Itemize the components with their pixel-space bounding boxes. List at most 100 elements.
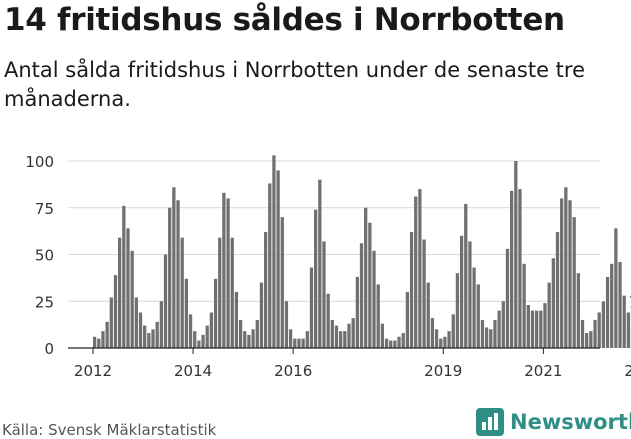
bar	[610, 263, 614, 348]
bar	[188, 314, 193, 348]
chart-title: 14 fritidshus såldes i Norrbotten	[4, 2, 565, 38]
bar	[347, 323, 351, 348]
bar	[276, 170, 280, 348]
bar	[201, 334, 205, 348]
brand-logo[interactable]: Newsworthy	[476, 408, 631, 436]
bar	[455, 273, 460, 348]
bar	[468, 241, 472, 348]
bar	[284, 301, 289, 348]
bar	[484, 327, 489, 348]
bar	[426, 282, 430, 348]
bar	[414, 196, 418, 348]
x-tick-label: 2019	[424, 362, 462, 380]
bar	[126, 228, 130, 348]
bar	[247, 334, 251, 348]
bar	[222, 192, 226, 348]
bar	[272, 155, 276, 348]
bar	[268, 183, 272, 348]
bar	[255, 319, 259, 348]
bar	[234, 291, 239, 348]
bar	[451, 314, 455, 348]
bar	[259, 282, 264, 348]
bar	[605, 276, 610, 348]
bar	[193, 331, 197, 348]
bar	[226, 198, 230, 348]
chart-subtitle: Antal sålda fritidshus i Norrbotten unde…	[4, 58, 585, 111]
bar	[334, 325, 339, 348]
bar	[134, 297, 138, 348]
bar	[364, 207, 368, 348]
bar	[601, 301, 606, 348]
bar	[230, 237, 234, 348]
bar	[159, 301, 163, 348]
bar	[572, 217, 576, 348]
bar	[480, 319, 485, 348]
bar	[355, 276, 359, 348]
bar	[384, 338, 389, 348]
bar	[510, 190, 514, 348]
y-tick-label: 0	[44, 340, 54, 358]
bar	[343, 331, 347, 348]
bar	[614, 228, 618, 348]
bar	[251, 329, 255, 348]
bar	[359, 243, 364, 348]
bar	[147, 333, 151, 348]
bar	[522, 263, 526, 348]
bar	[209, 312, 214, 348]
bar	[543, 303, 547, 348]
bar	[118, 237, 122, 348]
bar	[589, 331, 593, 348]
bar	[464, 204, 468, 348]
bar	[238, 319, 243, 348]
bar	[551, 258, 555, 348]
x-tick-label: 2012	[74, 362, 112, 380]
y-tick-label: 75	[35, 200, 54, 218]
bar	[514, 161, 518, 348]
bar	[122, 205, 126, 348]
bar	[493, 319, 497, 348]
bar	[155, 321, 159, 348]
x-tick-label: 2016	[274, 362, 312, 380]
bar	[101, 331, 105, 348]
bar-chart: 0 25 50 75 100 2012 2014 2016 2019 2021 2023 14	[25, 153, 631, 380]
bar	[318, 179, 322, 348]
bar	[109, 297, 113, 348]
bar	[597, 312, 601, 348]
bar	[372, 250, 376, 348]
bar	[547, 282, 551, 348]
bar	[151, 329, 155, 348]
bar	[243, 331, 247, 348]
bar	[401, 333, 405, 348]
bar	[380, 323, 384, 348]
bar	[622, 295, 626, 348]
bar	[293, 338, 297, 348]
bar	[593, 319, 597, 348]
bar	[330, 319, 334, 348]
bar	[439, 338, 443, 348]
bar	[626, 312, 631, 348]
bar	[288, 329, 293, 348]
bar	[130, 250, 134, 348]
bar	[530, 310, 535, 348]
bar	[489, 329, 493, 348]
bar	[180, 237, 184, 348]
bar	[434, 329, 439, 348]
x-tick-label: 2021	[524, 362, 562, 380]
bar	[263, 232, 268, 348]
bar	[576, 273, 580, 348]
bar	[301, 338, 305, 348]
bar	[555, 232, 560, 348]
newsworthy-logo-icon	[476, 408, 504, 436]
bar	[505, 248, 510, 348]
bar	[184, 278, 189, 348]
bar	[618, 261, 622, 348]
bar	[422, 239, 426, 348]
bar	[535, 310, 539, 348]
bar	[197, 340, 201, 348]
latest-value-label: 14	[628, 293, 631, 313]
bar	[418, 189, 422, 348]
bar	[447, 331, 451, 348]
bar	[397, 336, 401, 348]
bar	[93, 336, 97, 348]
bar	[430, 318, 435, 348]
